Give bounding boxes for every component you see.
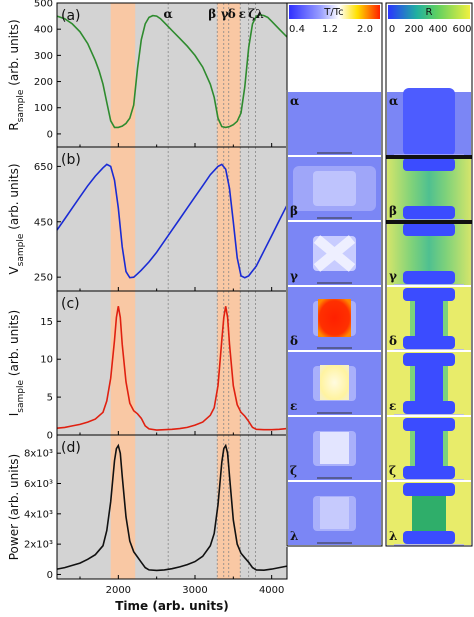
resistance-colorbar-tick: 0 bbox=[389, 24, 395, 35]
x-tick-label: 2000 bbox=[106, 585, 131, 596]
temperature-map-tile: ζ bbox=[286, 415, 383, 482]
temperature-map-tile: ε bbox=[286, 350, 383, 417]
panel-b: 250 450 650 (b) Vsample (arb. units) bbox=[7, 146, 288, 292]
temperature-colorbar-tick: 1.2 bbox=[322, 24, 338, 35]
resistance-map-tile: α bbox=[385, 88, 473, 157]
resistance-map-tile: λ bbox=[385, 480, 473, 547]
resistance-map-label: ε bbox=[389, 399, 396, 413]
resistance-map-label: δ bbox=[389, 334, 397, 348]
y-tick-label: 100 bbox=[34, 103, 53, 114]
temperature-map-label: γ bbox=[290, 269, 298, 283]
resistance-map-tile: ζ bbox=[385, 415, 473, 482]
resistance-map-label: β bbox=[389, 204, 397, 218]
y-axis-label: Power (arb. units) bbox=[7, 454, 21, 561]
resistance-map-label: ζ bbox=[389, 464, 396, 478]
y-tick-label: 2x10³ bbox=[24, 540, 53, 551]
y-tick-label: 200 bbox=[34, 77, 53, 88]
event-label: γ bbox=[221, 7, 229, 21]
event-label: λ bbox=[255, 7, 263, 21]
y-tick-label: 15 bbox=[40, 317, 53, 328]
y-tick-label: 10 bbox=[40, 355, 53, 366]
resistance-colorbar-tick: 200 bbox=[404, 24, 423, 35]
temperature-map-label: β bbox=[290, 204, 298, 218]
resistance-map-column: R 0 200 400 600 bbox=[385, 2, 473, 92]
resistance-map-label: γ bbox=[389, 269, 397, 283]
resistance-colorbar-tick: 400 bbox=[428, 24, 447, 35]
series-line bbox=[56, 13, 288, 129]
temperature-map-tile: γ bbox=[286, 220, 383, 287]
series-line bbox=[56, 163, 288, 279]
map-tiles: α α β β γ γ δ δ ε ε ζ ζ λ λ bbox=[286, 2, 473, 547]
y-tick-label: 6x10³ bbox=[24, 479, 53, 490]
panel-background bbox=[57, 147, 287, 291]
x-tick-label: 4000 bbox=[259, 585, 284, 596]
panel-background bbox=[57, 291, 287, 435]
temperature-map-label: λ bbox=[290, 529, 298, 543]
y-tick-label: 650 bbox=[34, 162, 53, 173]
y-tick-label: 0 bbox=[47, 431, 53, 442]
panel-d: 0 2x10³ 4x10³ 6x10³ 8x10³ (d) Power (arb. unit… bbox=[7, 434, 288, 613]
resistance-map-label: α bbox=[389, 94, 398, 108]
event-label: ζ bbox=[248, 7, 255, 21]
temperature-colorbar-tick: 2.0 bbox=[357, 24, 373, 35]
event-label: α bbox=[164, 7, 173, 21]
resistance-map-tile: β bbox=[385, 155, 473, 222]
shaded-region bbox=[110, 147, 136, 291]
shaded-region bbox=[110, 3, 136, 147]
temperature-map-label: δ bbox=[290, 334, 298, 348]
series-line bbox=[56, 306, 288, 431]
temperature-map-label: ε bbox=[290, 399, 297, 413]
panel-label: (a) bbox=[61, 8, 81, 24]
y-tick-label: 450 bbox=[34, 217, 53, 228]
y-axis-label: Vsample (arb. units) bbox=[7, 163, 26, 274]
panel-label: (b) bbox=[61, 152, 81, 168]
event-label: ε bbox=[239, 7, 246, 21]
series-line bbox=[56, 443, 288, 572]
temperature-map-tile: β bbox=[286, 155, 383, 222]
resistance-colorbar bbox=[388, 5, 470, 19]
event-label: β bbox=[208, 7, 216, 21]
y-tick-label: 250 bbox=[34, 273, 53, 284]
panel-a: 0 100 200 300 400 500 (a) Rsample (arb. units) bbox=[7, 0, 288, 148]
temperature-map-column: T/Tc 0.4 1.2 2.0 bbox=[286, 2, 383, 92]
y-axis-label: Isample (arb. units) bbox=[7, 310, 26, 417]
temperature-colorbar-tick: 0.4 bbox=[289, 24, 305, 35]
y-axis-label: Rsample (arb. units) bbox=[7, 19, 26, 130]
y-tick-label: 0 bbox=[47, 570, 53, 581]
temperature-colorbar-title: T/Tc bbox=[323, 7, 343, 18]
panel-c: 0 5 10 15 (c) Isample (arb. units) bbox=[7, 290, 288, 442]
temperature-map-label: α bbox=[290, 94, 299, 108]
y-tick-label: 400 bbox=[34, 25, 53, 36]
temperature-map-tile: λ bbox=[286, 480, 383, 547]
resistance-column-frame bbox=[385, 2, 473, 547]
resistance-colorbar-title: R bbox=[426, 7, 433, 18]
resistance-map-tile: γ bbox=[385, 220, 473, 287]
event-label: δ bbox=[228, 7, 236, 21]
resistance-map-tile: ε bbox=[385, 350, 473, 417]
x-tick-label: 3000 bbox=[182, 585, 207, 596]
temperature-map-label: ζ bbox=[290, 464, 297, 478]
y-tick-label: 8x10³ bbox=[24, 449, 53, 460]
panel-label: (c) bbox=[61, 296, 80, 312]
y-tick-label: 5 bbox=[47, 393, 53, 404]
y-tick-label: 0 bbox=[47, 129, 53, 140]
temperature-column-frame bbox=[286, 2, 383, 547]
y-tick-label: 300 bbox=[34, 51, 53, 62]
x-axis-label: Time (arb. units) bbox=[115, 599, 229, 613]
y-tick-label: 500 bbox=[34, 0, 53, 10]
panel-label: (d) bbox=[61, 440, 81, 456]
temperature-colorbar bbox=[289, 5, 380, 19]
resistance-map-label: λ bbox=[389, 529, 397, 543]
resistance-map-tile: δ bbox=[385, 285, 473, 352]
shaded-region bbox=[110, 291, 136, 435]
temperature-map-tile: α bbox=[286, 90, 383, 157]
y-tick-label: 4x10³ bbox=[24, 509, 53, 520]
temperature-map-tile: δ bbox=[286, 285, 383, 352]
resistance-colorbar-tick: 600 bbox=[452, 24, 471, 35]
